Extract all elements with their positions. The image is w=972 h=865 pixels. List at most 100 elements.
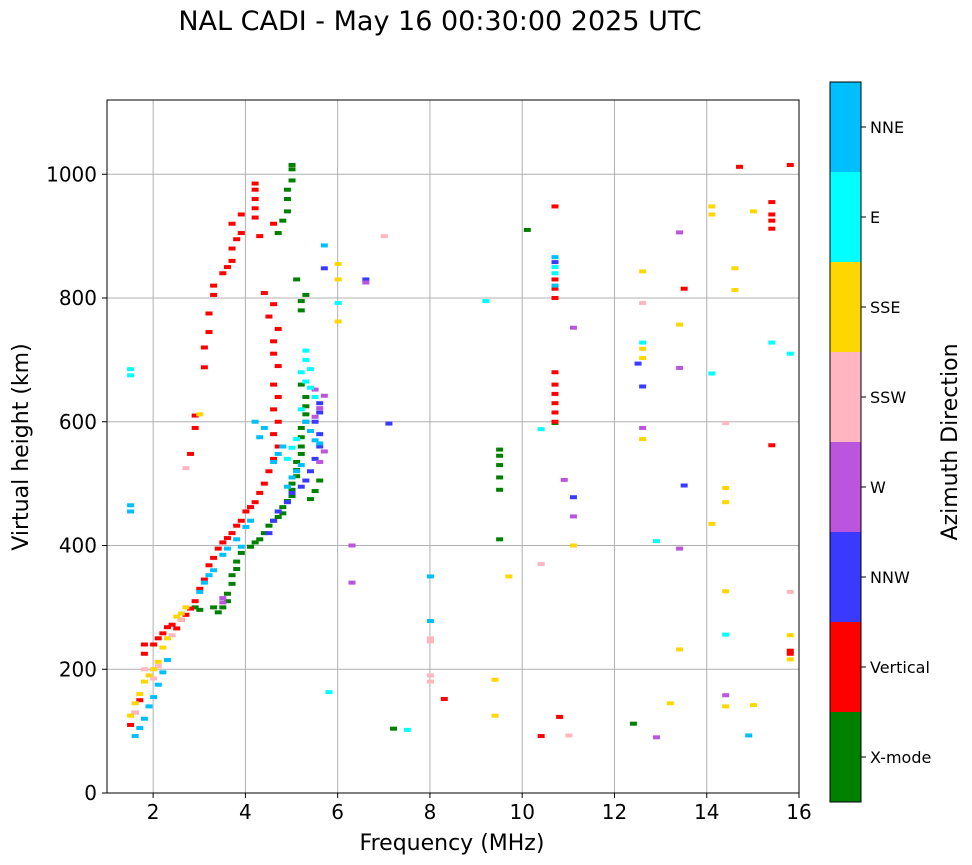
data-point-w: [676, 365, 684, 370]
data-point-vertical: [551, 419, 559, 424]
data-point-nnw: [680, 483, 688, 488]
data-point-x-mode: [297, 299, 305, 304]
data-point-nne: [200, 580, 208, 585]
data-point-w: [362, 280, 370, 285]
data-point-e: [334, 300, 342, 305]
data-point-x-mode: [288, 487, 296, 492]
y-tick-label: 0: [84, 781, 97, 805]
data-point-e: [551, 271, 559, 276]
data-point-sse: [491, 713, 499, 718]
data-point-vertical: [786, 648, 794, 653]
data-point-e: [325, 690, 333, 695]
data-point-sse: [749, 703, 757, 708]
data-point-x-mode: [311, 489, 319, 494]
data-point-e: [302, 379, 310, 384]
data-point-nne: [279, 444, 287, 449]
data-point-nnw: [569, 495, 577, 500]
colorbar-segment: [830, 712, 861, 802]
data-point-vertical: [274, 419, 282, 424]
data-point-w: [219, 596, 227, 601]
data-point-vertical: [136, 698, 144, 703]
data-point-w: [320, 393, 328, 398]
data-point-vertical: [768, 212, 776, 217]
data-point-vertical: [228, 531, 236, 536]
data-point-vertical: [150, 642, 158, 647]
data-point-vertical: [191, 413, 199, 418]
data-point-x-mode: [260, 531, 268, 536]
grid: [107, 100, 800, 794]
data-point-vertical: [260, 291, 268, 296]
y-tick-label: 1000: [46, 162, 97, 186]
chart-title: NAL CADI - May 16 00:30:00 2025 UTC: [178, 6, 702, 37]
data-point-e: [768, 340, 776, 345]
data-point-nnw: [551, 260, 559, 265]
data-point-vertical: [233, 237, 241, 242]
data-point-nne: [251, 419, 259, 424]
data-point-nne: [136, 726, 144, 731]
data-point-nne: [163, 657, 171, 662]
data-point-w: [316, 406, 324, 411]
data-point-vertical: [191, 599, 199, 604]
data-point-nnw: [311, 456, 319, 461]
data-point-sse: [639, 269, 647, 274]
data-point-vertical: [270, 407, 278, 412]
data-point-vertical: [210, 283, 218, 288]
data-point-vertical: [680, 286, 688, 291]
colorbar-tick-label: W: [870, 478, 886, 497]
data-point-vertical: [191, 425, 199, 430]
data-point-x-mode: [306, 497, 314, 502]
data-point-vertical: [786, 651, 794, 656]
data-point-nnw: [634, 361, 642, 366]
data-point-vertical: [551, 391, 559, 396]
data-point-x-mode: [223, 599, 231, 604]
data-point-vertical: [551, 286, 559, 291]
data-point-e: [551, 265, 559, 270]
data-point-nne: [242, 524, 250, 529]
data-point-e: [302, 348, 310, 353]
data-point-x-mode: [390, 726, 398, 731]
data-point-vertical: [233, 523, 241, 528]
data-point-vertical: [274, 326, 282, 331]
data-point-w: [219, 600, 227, 605]
data-point-vertical: [173, 626, 181, 631]
data-point-nne: [297, 463, 305, 468]
data-point-vertical: [228, 221, 236, 226]
data-point-x-mode: [247, 544, 255, 549]
data-point-vertical: [251, 215, 259, 220]
data-point-ssw: [565, 733, 573, 738]
data-point-x-mode: [302, 395, 310, 399]
data-point-vertical: [270, 456, 278, 461]
data-point-vertical: [270, 432, 278, 437]
data-point-nnw: [362, 277, 370, 282]
data-point-e: [283, 456, 291, 461]
colorbar-tick-label: NNE: [870, 118, 904, 137]
data-point-x-mode: [293, 277, 301, 282]
data-point-sse: [131, 701, 139, 706]
data-point-sse: [639, 437, 647, 442]
data-point-ssw: [786, 589, 794, 594]
data-point-nne: [145, 704, 153, 709]
data-point-vertical: [551, 382, 559, 387]
data-point-e: [288, 445, 296, 450]
data-point-nnw: [316, 444, 324, 449]
data-point-x-mode: [302, 412, 310, 417]
data-point-nnw: [265, 531, 273, 536]
data-point-nnw: [270, 518, 278, 523]
data-point-w: [316, 459, 324, 464]
data-point-vertical: [196, 586, 204, 591]
data-point-vertical: [274, 444, 282, 449]
data-point-w: [639, 425, 647, 430]
data-point-nnw: [302, 478, 310, 483]
data-point-nnw: [639, 384, 647, 389]
data-point-nnw: [316, 432, 324, 437]
data-point-nne: [247, 518, 255, 523]
data-point-vertical: [270, 221, 278, 226]
data-point-e: [537, 427, 545, 432]
data-point-x-mode: [496, 537, 504, 542]
data-point-nne: [260, 425, 268, 430]
data-point-e: [482, 299, 490, 304]
data-point-vertical: [270, 351, 278, 356]
data-point-x-mode: [214, 610, 222, 615]
data-point-e: [639, 340, 647, 345]
data-point-x-mode: [274, 515, 282, 520]
